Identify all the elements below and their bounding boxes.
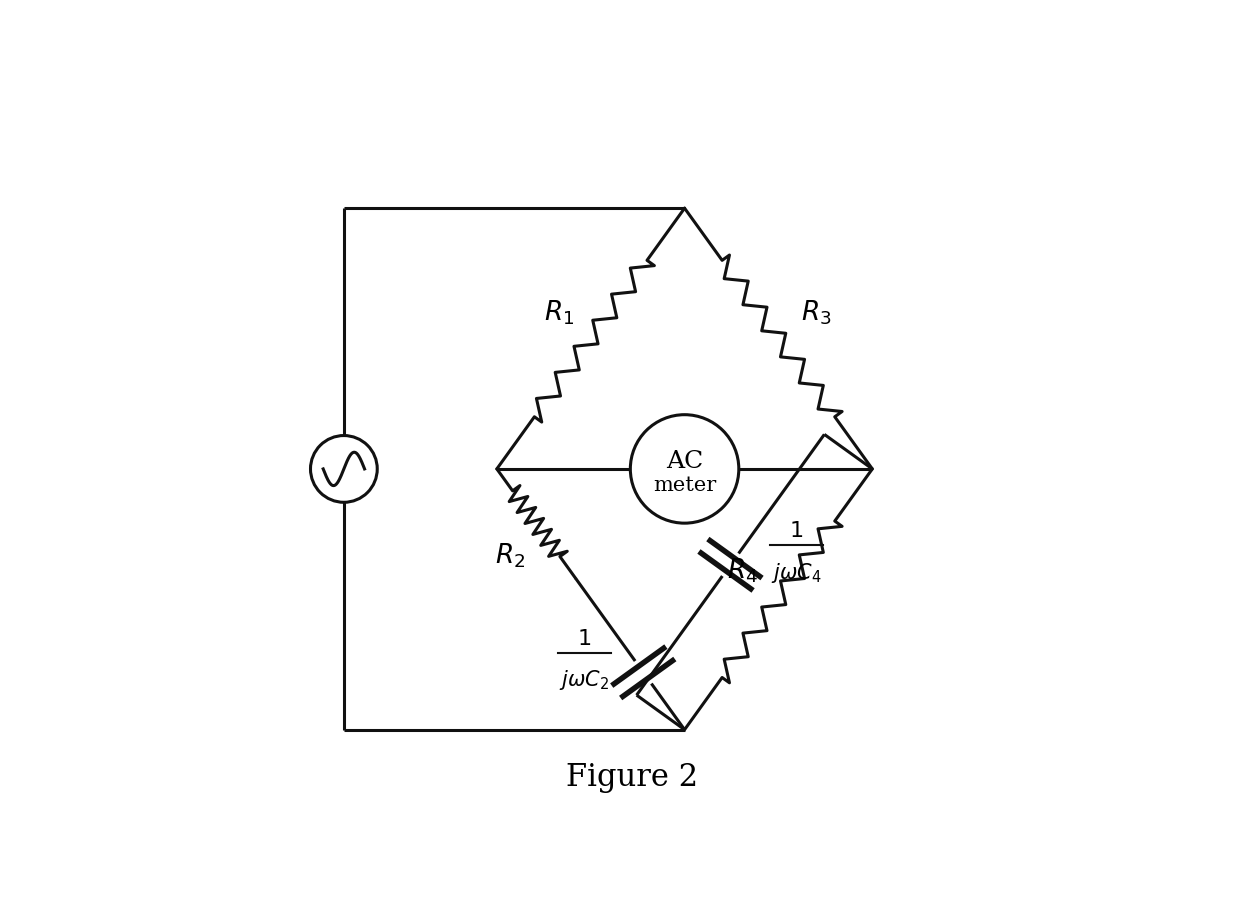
Text: meter: meter — [653, 475, 716, 494]
Text: $1$: $1$ — [790, 520, 803, 541]
Text: AC: AC — [666, 450, 703, 473]
Text: $R_1$: $R_1$ — [544, 299, 575, 327]
Text: $R_3$: $R_3$ — [801, 299, 832, 327]
Circle shape — [631, 415, 739, 523]
Text: $j\omega C_4$: $j\omega C_4$ — [771, 560, 822, 584]
Text: $1$: $1$ — [578, 627, 591, 649]
Text: Figure 2: Figure 2 — [566, 761, 698, 792]
Text: $j\omega C_2$: $j\omega C_2$ — [559, 667, 610, 692]
Text: $R_2$: $R_2$ — [495, 541, 526, 569]
Text: $R_4$: $R_4$ — [727, 557, 758, 584]
